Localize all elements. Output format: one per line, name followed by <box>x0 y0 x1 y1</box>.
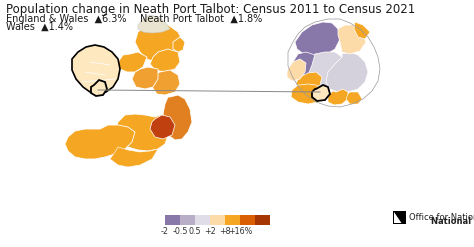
Polygon shape <box>163 95 192 140</box>
Polygon shape <box>296 72 322 90</box>
Bar <box>210 215 225 225</box>
Bar <box>180 215 195 225</box>
Text: 0.5: 0.5 <box>189 227 201 236</box>
Text: National Statistics: National Statistics <box>431 217 474 226</box>
Polygon shape <box>118 52 147 72</box>
Polygon shape <box>91 80 107 96</box>
Polygon shape <box>326 52 368 92</box>
Polygon shape <box>295 22 340 57</box>
Polygon shape <box>150 49 180 72</box>
Bar <box>255 215 270 225</box>
Text: Neath Port Talbot  ▲1.8%: Neath Port Talbot ▲1.8% <box>140 14 262 24</box>
Polygon shape <box>287 59 306 81</box>
Polygon shape <box>328 89 348 105</box>
Text: +16%: +16% <box>228 227 252 236</box>
Text: Office for National Statistics: Office for National Statistics <box>409 213 474 222</box>
Polygon shape <box>173 37 185 52</box>
Text: +8: +8 <box>219 227 231 236</box>
Polygon shape <box>132 67 158 89</box>
Text: England & Wales  ▲6.3%: England & Wales ▲6.3% <box>6 14 127 24</box>
Polygon shape <box>138 15 170 33</box>
Polygon shape <box>115 114 168 151</box>
Polygon shape <box>308 52 345 89</box>
Bar <box>195 215 210 225</box>
Polygon shape <box>346 92 362 104</box>
Polygon shape <box>338 25 366 54</box>
Polygon shape <box>65 125 135 159</box>
Bar <box>240 215 255 225</box>
Text: -0.5: -0.5 <box>172 227 188 236</box>
Polygon shape <box>293 52 318 77</box>
Polygon shape <box>291 84 325 104</box>
Bar <box>393 211 406 224</box>
Bar <box>225 215 240 225</box>
Polygon shape <box>150 115 175 139</box>
Polygon shape <box>110 147 158 167</box>
Text: +2: +2 <box>204 227 216 236</box>
Bar <box>165 215 180 225</box>
Polygon shape <box>312 85 330 101</box>
Text: -2: -2 <box>161 227 169 236</box>
Polygon shape <box>135 22 183 62</box>
Polygon shape <box>394 212 401 223</box>
Polygon shape <box>354 22 370 39</box>
Text: Population change in Neath Port Talbot: Census 2011 to Census 2021: Population change in Neath Port Talbot: … <box>6 3 415 16</box>
Polygon shape <box>72 45 120 94</box>
Text: Wales  ▲1.4%: Wales ▲1.4% <box>6 22 73 32</box>
Polygon shape <box>152 70 180 95</box>
